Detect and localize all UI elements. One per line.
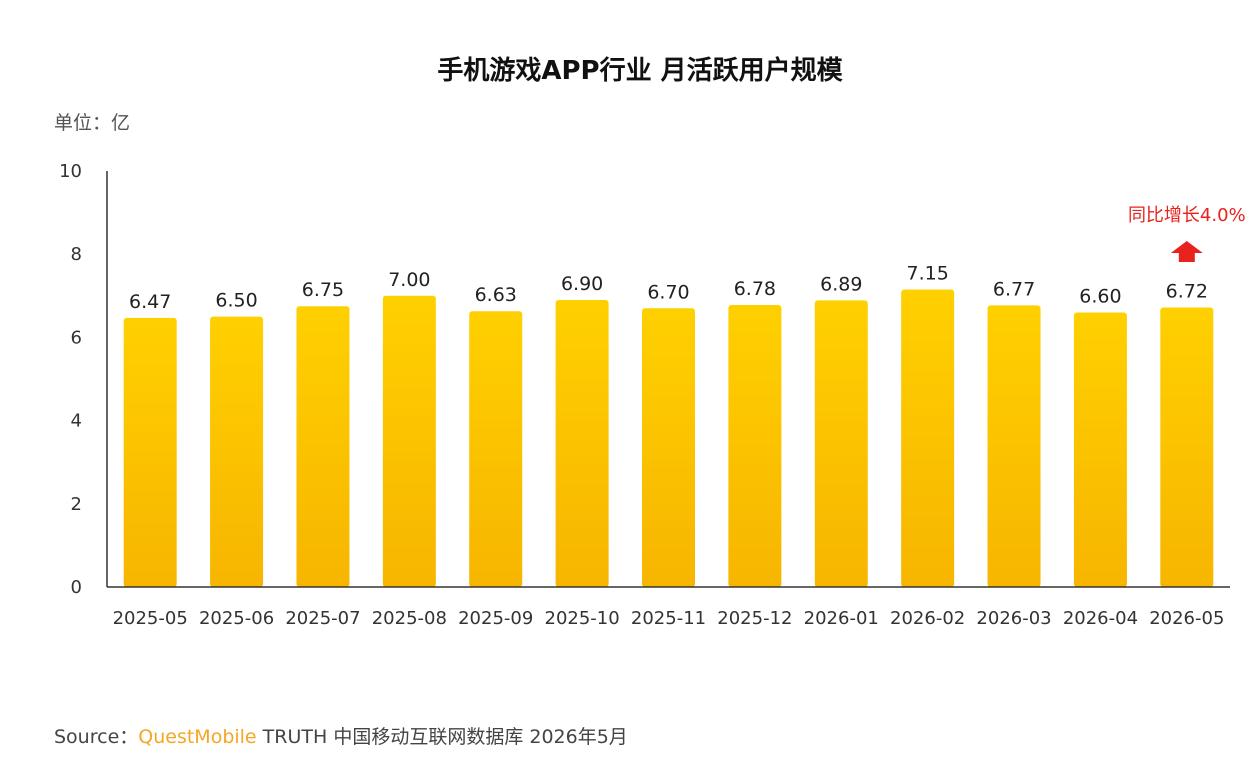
value-label-2026-03: 6.77 (993, 278, 1035, 300)
y-tick-label: 0 (71, 577, 82, 598)
source-suffix: TRUTH 中国移动互联网数据库 2026年5月 (256, 726, 628, 748)
bar-2025-05 (123, 317, 177, 587)
bar-2025-09 (469, 311, 523, 587)
bar-2026-04 (1073, 312, 1127, 587)
x-tick-label-2025-07: 2025-07 (285, 608, 360, 629)
value-label-2026-04: 6.60 (1079, 285, 1121, 307)
x-tick-label-2025-09: 2025-09 (458, 608, 533, 629)
x-tick-label-2026-04: 2026-04 (1063, 608, 1138, 629)
x-tick-label-2026-03: 2026-03 (976, 608, 1051, 629)
value-label-2025-07: 6.75 (302, 279, 344, 301)
value-label-2026-02: 7.15 (906, 263, 948, 285)
value-label-2025-11: 6.70 (647, 281, 689, 303)
bar-2026-03 (987, 305, 1041, 587)
x-tick-label-2025-12: 2025-12 (717, 608, 792, 629)
unit-label: 单位：亿 (54, 112, 131, 134)
value-label-2025-09: 6.63 (475, 284, 517, 306)
bar-2026-05 (1160, 307, 1214, 587)
y-tick-label: 2 (71, 494, 82, 515)
chart-title: 手机游戏APP行业 月活跃用户规模 (437, 56, 843, 86)
bar-2025-08 (382, 295, 436, 587)
y-axis: 0 2 4 6 8 10 (59, 161, 108, 598)
x-tick-label-2025-05: 2025-05 (113, 608, 188, 629)
x-tick-label-2026-01: 2026-01 (804, 608, 879, 629)
value-label-2026-05: 6.72 (1166, 280, 1208, 302)
annotation: 同比增长4.0% (1128, 205, 1246, 262)
y-tick-label: 10 (59, 161, 82, 182)
bars (123, 289, 1214, 587)
value-labels: 6.47 6.50 6.75 7.00 6.63 6.90 6.70 6.78 6.89 7.15… (129, 263, 1208, 313)
x-tick-label-2025-10: 2025-10 (545, 608, 620, 629)
source-brand: QuestMobile (138, 726, 257, 748)
bar-2026-02 (901, 289, 955, 587)
bar-2025-12 (728, 304, 782, 587)
value-label-2025-06: 6.50 (215, 290, 257, 312)
bar-2025-10 (555, 299, 609, 587)
value-label-2025-12: 6.78 (734, 278, 776, 300)
value-label-2026-01: 6.89 (820, 273, 862, 295)
bar-2025-07 (296, 306, 350, 587)
bar-2025-11 (642, 308, 695, 587)
bar-2026-01 (814, 300, 868, 587)
bar-2025-06 (210, 316, 264, 587)
value-label-2025-08: 7.00 (388, 269, 430, 291)
x-tick-label-2025-11: 2025-11 (631, 608, 706, 629)
y-tick-label: 4 (71, 411, 82, 432)
y-tick-label: 8 (71, 244, 82, 265)
x-axis: 2025-05 2025-06 2025-07 2025-08 2025-09 2025-… (107, 586, 1230, 629)
y-tick-label: 6 (71, 327, 82, 348)
source-prefix: Source： (54, 726, 139, 748)
value-label-2025-05: 6.47 (129, 291, 171, 313)
x-tick-label-2026-05: 2026-05 (1149, 608, 1224, 629)
source-line: Source：QuestMobile TRUTH 中国移动互联网数据库 2026… (54, 722, 628, 749)
x-tick-label-2025-08: 2025-08 (372, 608, 447, 629)
yoy-growth-annotation: 同比增长4.0% (1128, 205, 1246, 226)
value-label-2025-10: 6.90 (561, 273, 603, 295)
x-tick-label-2026-02: 2026-02 (890, 608, 965, 629)
red-up-arrow-icon (1170, 241, 1203, 262)
x-tick-label-2025-06: 2025-06 (199, 608, 274, 629)
